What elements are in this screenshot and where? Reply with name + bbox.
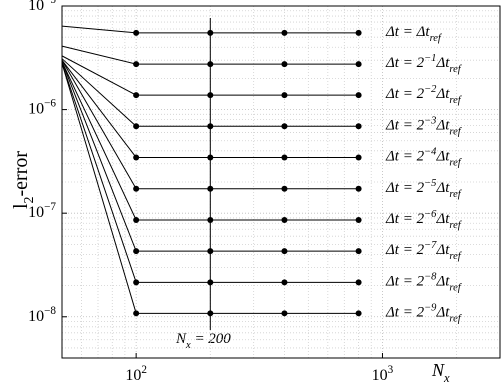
marker: [355, 29, 362, 36]
legend-label: Δt = 2−7Δtref: [385, 240, 463, 262]
marker: [355, 216, 362, 223]
x-axis-label: Nx: [431, 360, 450, 385]
marker: [133, 279, 140, 286]
y-tick-label: 10−5: [28, 0, 56, 14]
marker: [207, 216, 214, 223]
legend-label: Δt = 2−1Δtref: [385, 53, 463, 75]
annotation: Nx = 200: [175, 331, 231, 350]
marker: [281, 216, 288, 223]
marker: [133, 216, 140, 223]
marker: [355, 123, 362, 130]
marker: [281, 248, 288, 255]
marker: [207, 123, 214, 130]
marker: [133, 92, 140, 99]
marker: [133, 248, 140, 255]
legend-label: Δt = 2−2Δtref: [385, 84, 463, 106]
y-axis-label: l2-error: [10, 151, 37, 209]
marker: [281, 123, 288, 130]
marker: [281, 61, 288, 68]
marker: [207, 61, 214, 68]
marker: [133, 29, 140, 36]
marker: [355, 310, 362, 317]
marker: [133, 154, 140, 161]
y-tick-label: 10−6: [28, 97, 56, 117]
marker: [207, 92, 214, 99]
marker: [207, 279, 214, 286]
marker: [133, 61, 140, 68]
marker: [281, 279, 288, 286]
legend-label: Δt = 2−4Δtref: [385, 146, 463, 168]
marker: [281, 92, 288, 99]
marker: [207, 248, 214, 255]
marker: [281, 310, 288, 317]
legend-label: Δt = 2−6Δtref: [385, 209, 463, 231]
marker: [355, 248, 362, 255]
marker: [133, 123, 140, 130]
legend-label: Δt = Δtref: [385, 24, 443, 43]
marker: [133, 310, 140, 317]
y-tick-label: 10−8: [28, 304, 56, 324]
marker: [281, 185, 288, 192]
marker: [355, 61, 362, 68]
plot-frame: [61, 5, 501, 359]
x-tick-label: 102: [125, 364, 147, 384]
marker: [133, 185, 140, 192]
marker: [207, 310, 214, 317]
marker: [281, 154, 288, 161]
y-tick-label: 10−7: [28, 201, 56, 221]
marker: [355, 92, 362, 99]
marker: [355, 154, 362, 161]
x-tick-label: 103: [372, 364, 394, 384]
legend-label: Δt = 2−8Δtref: [385, 271, 463, 293]
marker: [207, 185, 214, 192]
marker: [355, 185, 362, 192]
marker: [281, 29, 288, 36]
marker: [207, 154, 214, 161]
legend-label: Δt = 2−5Δtref: [385, 178, 463, 200]
legend-label: Δt = 2−3Δtref: [385, 115, 463, 137]
legend-label: Δt = 2−9Δtref: [385, 302, 463, 324]
marker: [207, 29, 214, 36]
marker: [355, 279, 362, 286]
